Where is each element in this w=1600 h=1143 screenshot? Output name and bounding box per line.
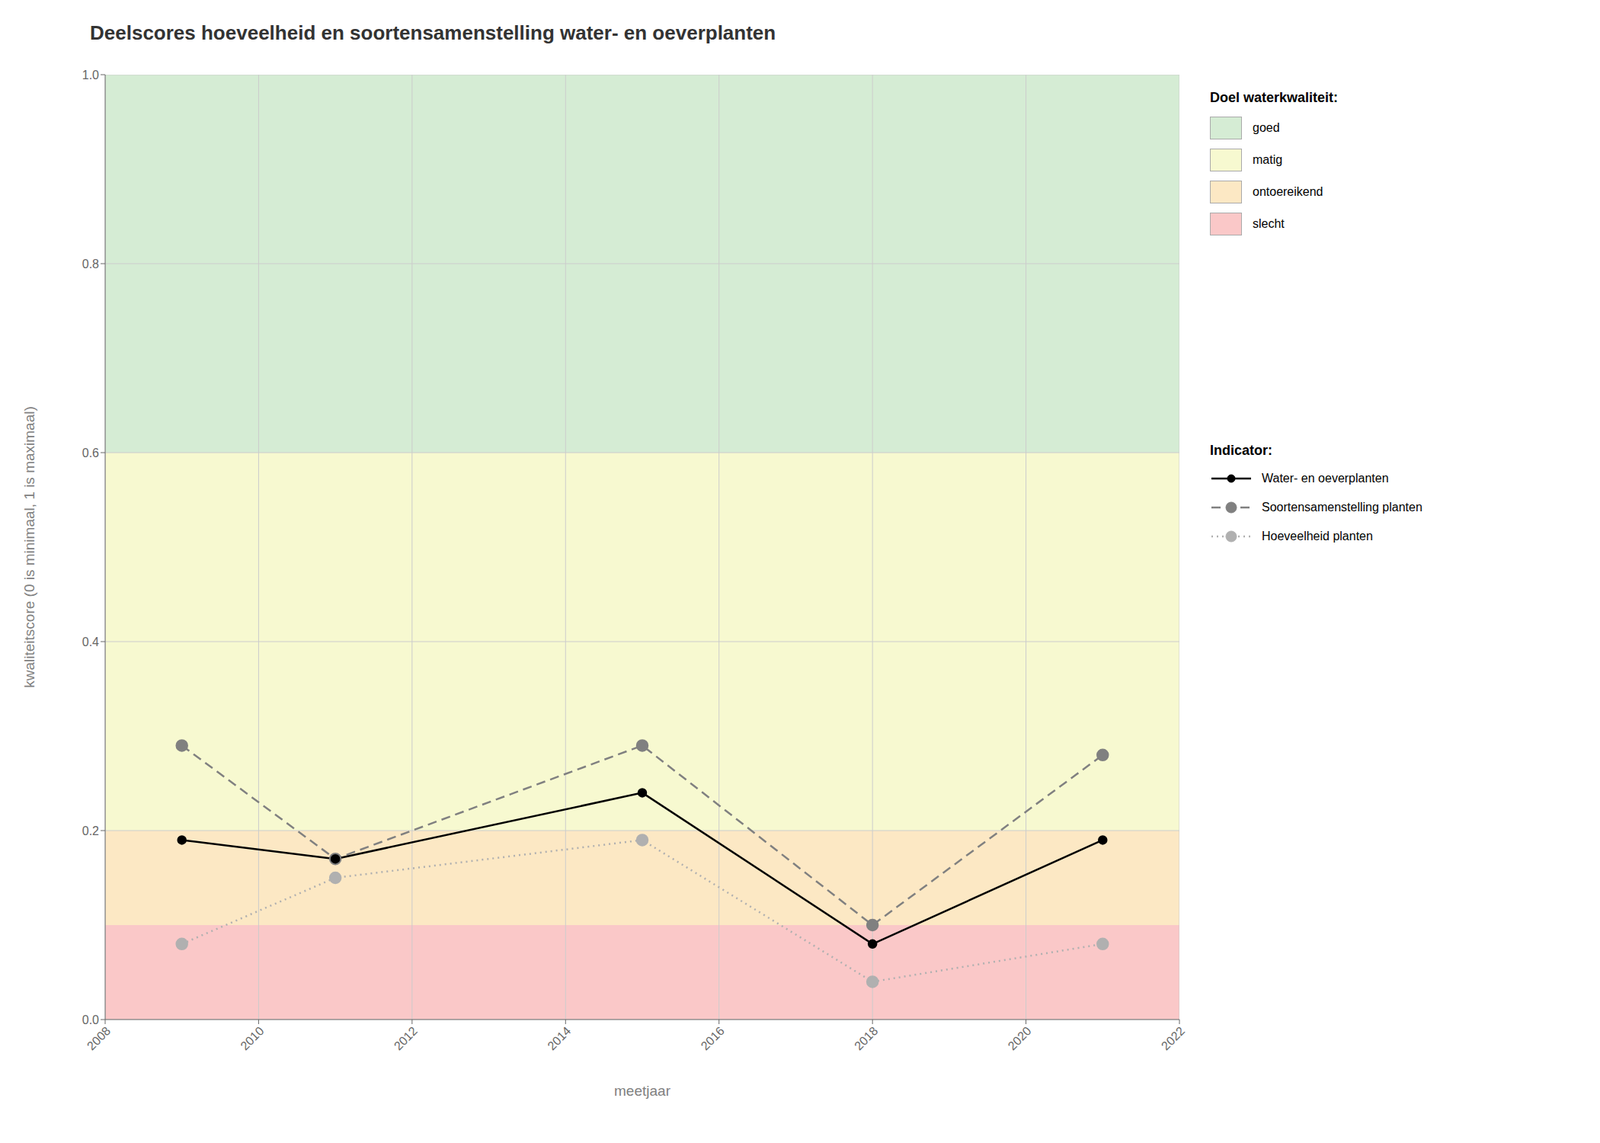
svg-text:2020: 2020 [1005, 1024, 1034, 1053]
svg-text:0.6: 0.6 [82, 446, 100, 460]
svg-text:0.4: 0.4 [82, 635, 100, 649]
svg-text:1.0: 1.0 [82, 68, 100, 82]
svg-text:2012: 2012 [391, 1024, 420, 1053]
html-text:slecht: slecht [1252, 217, 1285, 231]
svg-text:0.0: 0.0 [82, 1013, 100, 1027]
html-text:Indicator:: Indicator: [1209, 442, 1273, 458]
svg-text:2014: 2014 [544, 1024, 573, 1053]
svg-text:0.2: 0.2 [82, 824, 100, 838]
html-text:goed: goed [1252, 121, 1280, 135]
html-text:matig: matig [1252, 153, 1283, 167]
html-text:Doel waterkwaliteit:: Doel waterkwaliteit: [1209, 89, 1338, 106]
svg-text:meetjaar: meetjaar [614, 1082, 672, 1099]
html-text:Deelscores hoeveelheid en soor: Deelscores hoeveelheid en soortensamenst… [89, 21, 776, 45]
html-text:Hoeveelheid planten: Hoeveelheid planten [1261, 529, 1373, 543]
svg-text:2016: 2016 [698, 1024, 727, 1053]
svg-text:2022: 2022 [1158, 1024, 1188, 1053]
html-text:Soortensamenstelling planten: Soortensamenstelling planten [1261, 500, 1423, 514]
html-text:ontoereikend: ontoereikend [1252, 185, 1324, 199]
svg-text:2008: 2008 [84, 1024, 113, 1053]
svg-text:0.8: 0.8 [82, 257, 100, 271]
svg-text:2018: 2018 [851, 1024, 880, 1053]
html-text:Water- en oeverplanten: Water- en oeverplanten [1261, 471, 1389, 485]
svg-text:2010: 2010 [237, 1024, 266, 1053]
svg-text:kwaliteitscore (0 is minimaal,: kwaliteitscore (0 is minimaal, 1 is maxi… [21, 406, 38, 688]
